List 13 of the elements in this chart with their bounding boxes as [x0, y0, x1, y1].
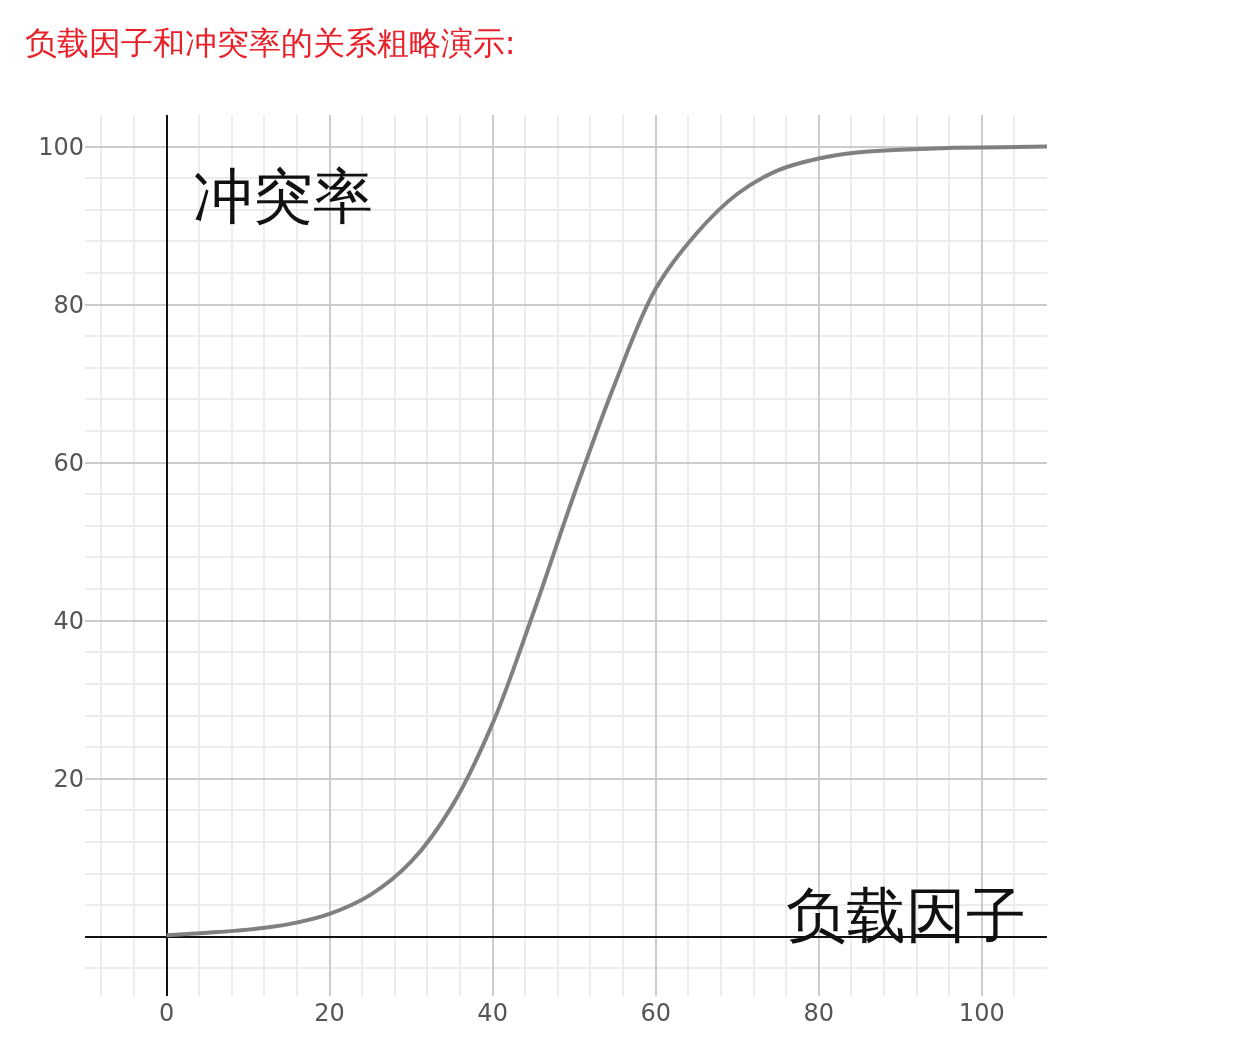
y-tick-label: 80	[53, 291, 84, 320]
y-tick-label: 60	[53, 449, 84, 478]
y-tick-label: 100	[38, 133, 84, 162]
y-tick-label: 40	[53, 607, 84, 636]
x-tick-label: 20	[314, 999, 345, 1027]
y-axis-title: 冲突率	[193, 161, 373, 231]
x-tick-label: 60	[640, 999, 671, 1027]
x-tick-label: 80	[803, 999, 834, 1027]
x-tick-label: 40	[477, 999, 508, 1027]
x-tick-label: 100	[958, 999, 1005, 1027]
y-tick-label: 20	[53, 765, 84, 794]
chart-title: 负载因子和冲突率的关系粗略演示:	[24, 23, 516, 62]
x-tick-label: 0	[158, 999, 175, 1027]
